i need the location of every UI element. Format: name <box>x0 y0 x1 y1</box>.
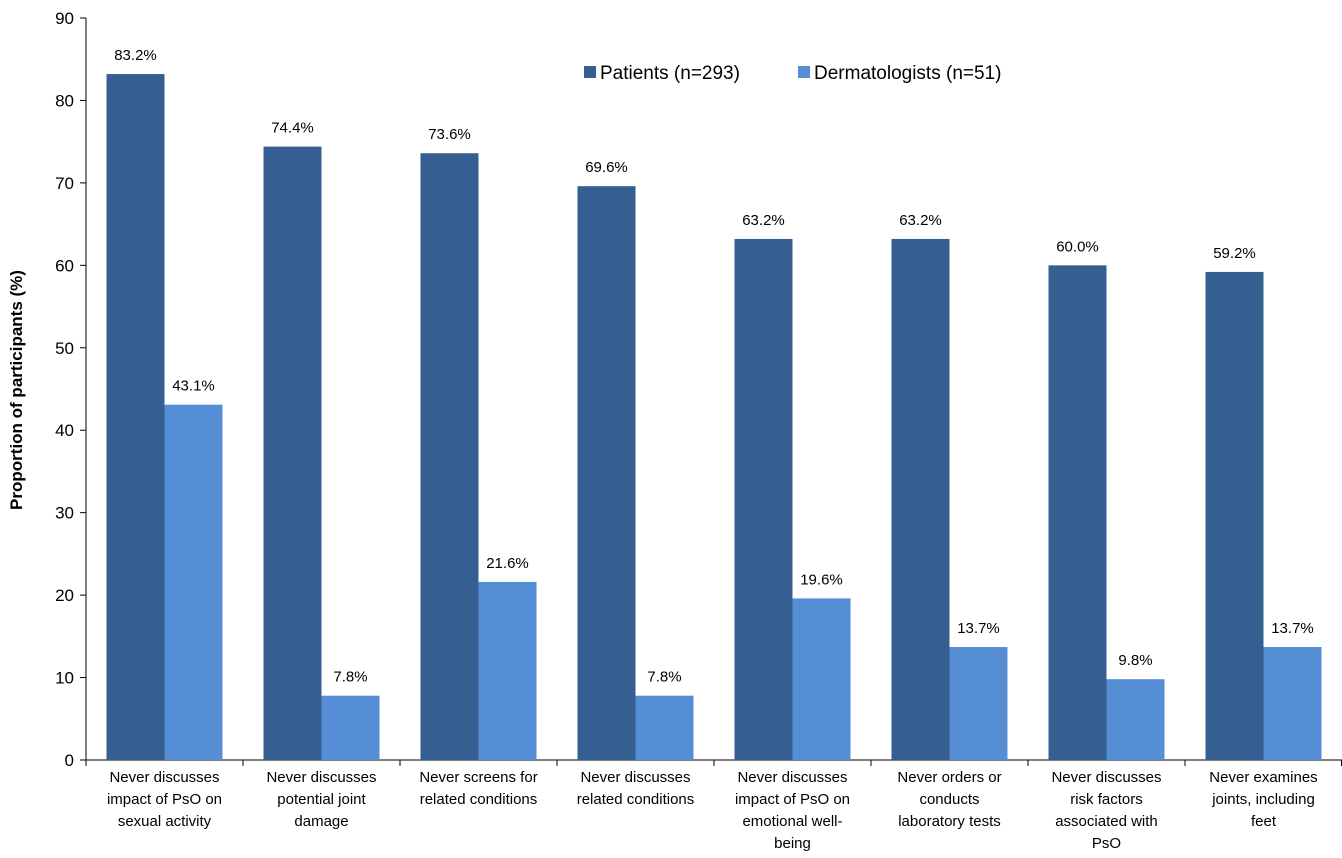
category-label: Never discusses risk factors associated wi… <box>1051 769 1161 852</box>
y-tick-label: 20 <box>55 586 74 605</box>
category-label-line: PsO <box>1092 835 1121 852</box>
category-labels: Never discusses impact of PsO on sexual ac… <box>107 769 1318 852</box>
y-tick-label: 0 <box>65 751 74 770</box>
category-label: Never discusses related conditions <box>577 769 695 808</box>
category-label: Never examines joints, including feet <box>1209 769 1317 830</box>
category-label-line: impact of PsO on <box>107 791 222 808</box>
category-label: Never screens for related conditions <box>419 769 537 808</box>
category-label-line: sexual activity <box>118 813 212 830</box>
category-label-line: Never screens for <box>419 769 537 786</box>
y-tick-label: 80 <box>55 91 74 110</box>
data-label: 73.6% <box>428 126 471 143</box>
data-label: 63.2% <box>742 212 785 229</box>
bar-patients <box>891 238 950 760</box>
data-label: 7.8% <box>333 669 367 686</box>
data-label: 69.6% <box>585 159 628 176</box>
bar-dermatologists <box>635 695 694 760</box>
y-tick-label: 70 <box>55 174 74 193</box>
data-label: 63.2% <box>899 212 942 229</box>
legend-swatch <box>798 66 810 78</box>
data-label: 83.2% <box>114 47 157 64</box>
bar-dermatologists <box>1106 679 1165 760</box>
category-label-line: Never discusses <box>737 769 847 786</box>
y-tick-label: 60 <box>55 256 74 275</box>
category-label-line: related conditions <box>577 791 695 808</box>
legend-label: Dermatologists (n=51) <box>814 63 1001 84</box>
category-label: Never discusses impact of PsO on emotional… <box>735 769 850 852</box>
bar-patients <box>1205 271 1264 760</box>
data-label: 13.7% <box>1271 620 1314 637</box>
category-label-line: laboratory tests <box>898 813 1001 830</box>
bar-patients <box>577 186 636 761</box>
bar-patients <box>1048 265 1107 760</box>
y-tick-label: 30 <box>55 504 74 523</box>
y-tick-label: 50 <box>55 339 74 358</box>
bar-dermatologists <box>478 581 537 760</box>
category-label-line: Never discusses <box>266 769 376 786</box>
category-label: Never orders or conducts laboratory tests <box>897 769 1001 830</box>
category-label-line: joints, including <box>1211 791 1315 808</box>
bar-dermatologists <box>792 598 851 760</box>
data-label: 19.6% <box>800 571 843 588</box>
category-label-line: Never orders or <box>897 769 1001 786</box>
category-label-line: impact of PsO on <box>735 791 850 808</box>
bar-patients <box>263 146 322 760</box>
data-label: 59.2% <box>1213 245 1256 262</box>
category-label-line: Never discusses <box>1051 769 1161 786</box>
bar-patients <box>734 238 793 760</box>
category-label-line: conducts <box>919 791 979 808</box>
category-label-line: feet <box>1251 813 1277 830</box>
category-label-line: Never discusses <box>580 769 690 786</box>
category-label-line: being <box>774 835 811 852</box>
data-label: 7.8% <box>647 669 681 686</box>
category-label: Never discusses impact of PsO on sexual ac… <box>107 769 222 830</box>
category-label-line: related conditions <box>420 791 538 808</box>
category-label-line: emotional well- <box>742 813 842 830</box>
bar-dermatologists <box>949 647 1008 760</box>
y-tick-label: 10 <box>55 669 74 688</box>
category-label-line: Never discusses <box>109 769 219 786</box>
bars <box>106 74 1322 761</box>
data-label: 9.8% <box>1118 652 1152 669</box>
bar-dermatologists <box>1263 647 1322 760</box>
category-label: Never discusses potential joint damage <box>266 769 376 830</box>
category-label-line: associated with <box>1055 813 1158 830</box>
bar-dermatologists <box>321 695 380 760</box>
category-label-line: Never examines <box>1209 769 1317 786</box>
data-label: 60.0% <box>1056 238 1099 255</box>
data-labels: 83.2% 43.1% 74.4% 7.8% 73.6% 21.6% 69.6% 7.8% 63… <box>114 47 1314 686</box>
bar-patients <box>420 153 479 761</box>
data-label: 43.1% <box>172 378 215 395</box>
category-label-line: risk factors <box>1070 791 1143 808</box>
bar-patients <box>106 74 165 760</box>
legend-label: Patients (n=293) <box>600 63 740 84</box>
y-tick-label: 40 <box>55 421 74 440</box>
data-label: 74.4% <box>271 120 314 137</box>
category-label-line: potential joint <box>277 791 366 808</box>
bar-dermatologists <box>164 404 223 760</box>
y-axis-title: Proportion of participants (%) <box>7 270 26 510</box>
data-label: 13.7% <box>957 620 1000 637</box>
legend-swatch <box>584 66 596 78</box>
data-label: 21.6% <box>486 555 529 572</box>
legend: Patients (n=293) Dermatologists (n=51) <box>584 63 1001 84</box>
category-label-line: damage <box>294 813 348 830</box>
y-tick-label: 90 <box>55 9 74 28</box>
